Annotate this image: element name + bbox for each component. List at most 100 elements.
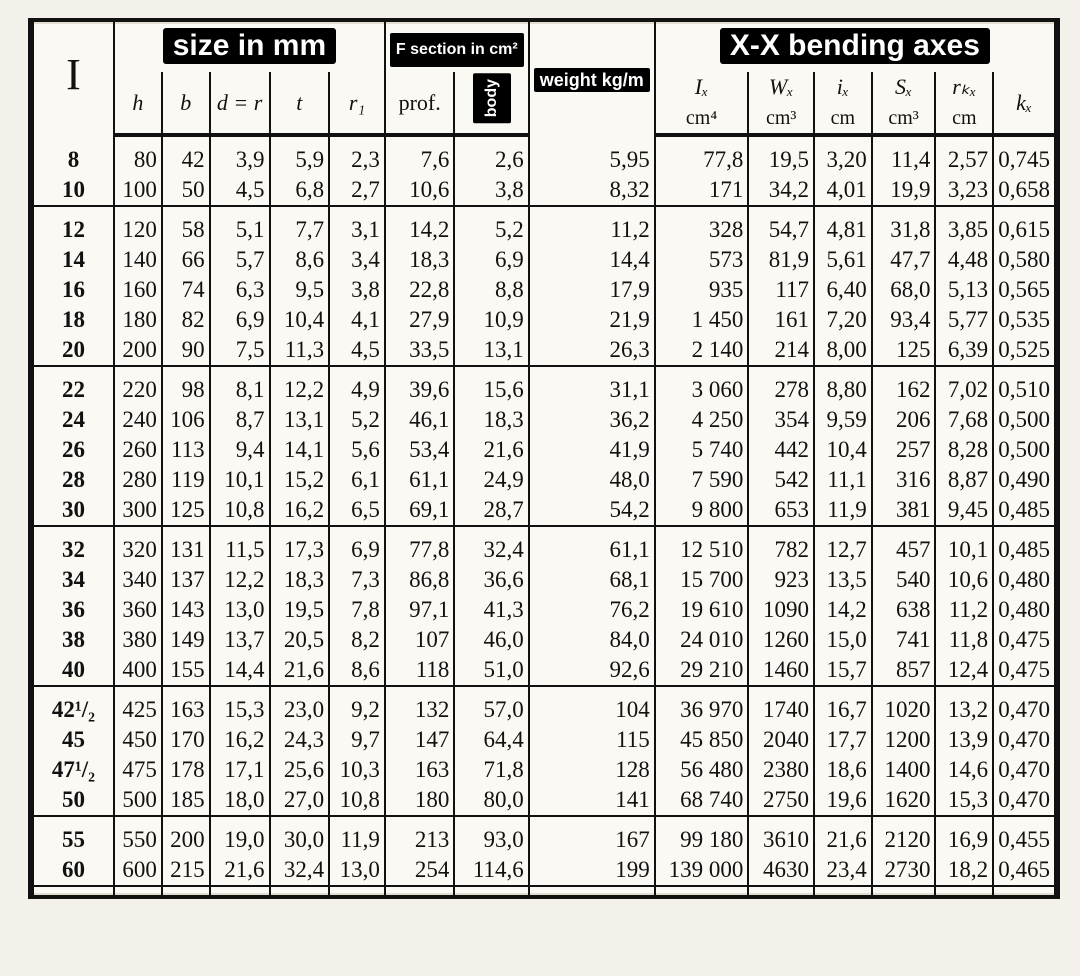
cell: 15,6 (454, 375, 528, 405)
cell: 12,2 (210, 565, 270, 595)
cell: 26,3 (529, 335, 655, 366)
cell: 163 (162, 695, 210, 725)
cell: 4630 (748, 855, 814, 886)
table-row: 262601139,414,15,653,421,641,95 74044210… (33, 435, 1055, 465)
group-sep (33, 206, 1055, 215)
cell: 19,9 (872, 175, 936, 206)
cell: 34,2 (748, 175, 814, 206)
cell: 120 (114, 215, 162, 245)
cell: 10,4 (270, 305, 330, 335)
cell: 131 (162, 535, 210, 565)
cell: 3,20 (814, 145, 872, 175)
col-I-header: I (33, 22, 114, 135)
cell: 160 (114, 275, 162, 305)
body-label: body (473, 73, 511, 123)
col-ix: iₓcm (814, 72, 872, 135)
cell: 8,32 (529, 175, 655, 206)
group-sep (33, 816, 1055, 825)
cell: 15,3 (935, 785, 993, 816)
cell: 442 (748, 435, 814, 465)
cell: 6,5 (329, 495, 385, 526)
cell: 170 (162, 725, 210, 755)
cell: 41,9 (529, 435, 655, 465)
cell: 16,7 (814, 695, 872, 725)
table-row: 47¹/₂47517817,125,610,316371,812856 4802… (33, 755, 1055, 785)
cell: 77,8 (655, 145, 749, 175)
cell: 8,6 (270, 245, 330, 275)
cell: 17,1 (210, 755, 270, 785)
cell: 56 480 (655, 755, 749, 785)
cell: 46,0 (454, 625, 528, 655)
cell: 23,0 (270, 695, 330, 725)
cell: 38 (33, 625, 114, 655)
cell: 6,9 (454, 245, 528, 275)
cell: 24,3 (270, 725, 330, 755)
cell: 7,6 (385, 145, 455, 175)
cell: 4 250 (655, 405, 749, 435)
cell: 16,2 (210, 725, 270, 755)
cell: 29 210 (655, 655, 749, 686)
cell: 15,2 (270, 465, 330, 495)
cell: 30,0 (270, 825, 330, 855)
cell: 18,6 (814, 755, 872, 785)
cell: 107 (385, 625, 455, 655)
cell: 21,6 (270, 655, 330, 686)
cell: 8,87 (935, 465, 993, 495)
cell: 61,1 (529, 535, 655, 565)
table-row: 880423,95,92,37,62,65,9577,819,53,2011,4… (33, 145, 1055, 175)
cell: 178 (162, 755, 210, 785)
cell: 139 000 (655, 855, 749, 886)
cell: 17,3 (270, 535, 330, 565)
cell: 185 (162, 785, 210, 816)
cell: 320 (114, 535, 162, 565)
cell: 31,8 (872, 215, 936, 245)
cell: 4,48 (935, 245, 993, 275)
cell: 125 (162, 495, 210, 526)
cell: 278 (748, 375, 814, 405)
i-beam-table: I size in mm F section in cm² weight kg/… (32, 22, 1056, 895)
cell: 14 (33, 245, 114, 275)
cell: 13,1 (270, 405, 330, 435)
cell: 215 (162, 855, 210, 886)
cell: 7,5 (210, 335, 270, 366)
table-row: 22220988,112,24,939,615,631,13 0602788,8… (33, 375, 1055, 405)
cell: 5,7 (210, 245, 270, 275)
col-Sx: Sₓcm³ (872, 72, 936, 135)
cell: 1200 (872, 725, 936, 755)
cell: 12,2 (270, 375, 330, 405)
cell: 6,9 (329, 535, 385, 565)
cell: 5,13 (935, 275, 993, 305)
cell: 316 (872, 465, 936, 495)
cell: 180 (385, 785, 455, 816)
cell: 3,23 (935, 175, 993, 206)
cell: 41,3 (454, 595, 528, 625)
cell: 3,8 (329, 275, 385, 305)
cell: 11,9 (814, 495, 872, 526)
cell: 550 (114, 825, 162, 855)
cell: 16,2 (270, 495, 330, 526)
cell: 147 (385, 725, 455, 755)
cell: 15,7 (814, 655, 872, 686)
cell: 22 (33, 375, 114, 405)
table-row: 4040015514,421,68,611851,092,629 2101460… (33, 655, 1055, 686)
cell: 475 (114, 755, 162, 785)
table-row: 20200907,511,34,533,513,126,32 1402148,0… (33, 335, 1055, 366)
cell: 13,2 (935, 695, 993, 725)
cell: 19,5 (748, 145, 814, 175)
cell: 10,8 (329, 785, 385, 816)
cell: 8,80 (814, 375, 872, 405)
cell: 2,3 (329, 145, 385, 175)
cell: 19,6 (814, 785, 872, 816)
cell: 11,2 (529, 215, 655, 245)
cell: 18,2 (935, 855, 993, 886)
cell: 45 850 (655, 725, 749, 755)
cell: 12 (33, 215, 114, 245)
cell: 1 450 (655, 305, 749, 335)
cell: 125 (872, 335, 936, 366)
table-row: 18180826,910,44,127,910,921,91 4501617,2… (33, 305, 1055, 335)
cell: 22,8 (385, 275, 455, 305)
cell: 54,7 (748, 215, 814, 245)
cell: 5,95 (529, 145, 655, 175)
table-row: 3030012510,816,26,569,128,754,29 8006531… (33, 495, 1055, 526)
cell: 163 (385, 755, 455, 785)
